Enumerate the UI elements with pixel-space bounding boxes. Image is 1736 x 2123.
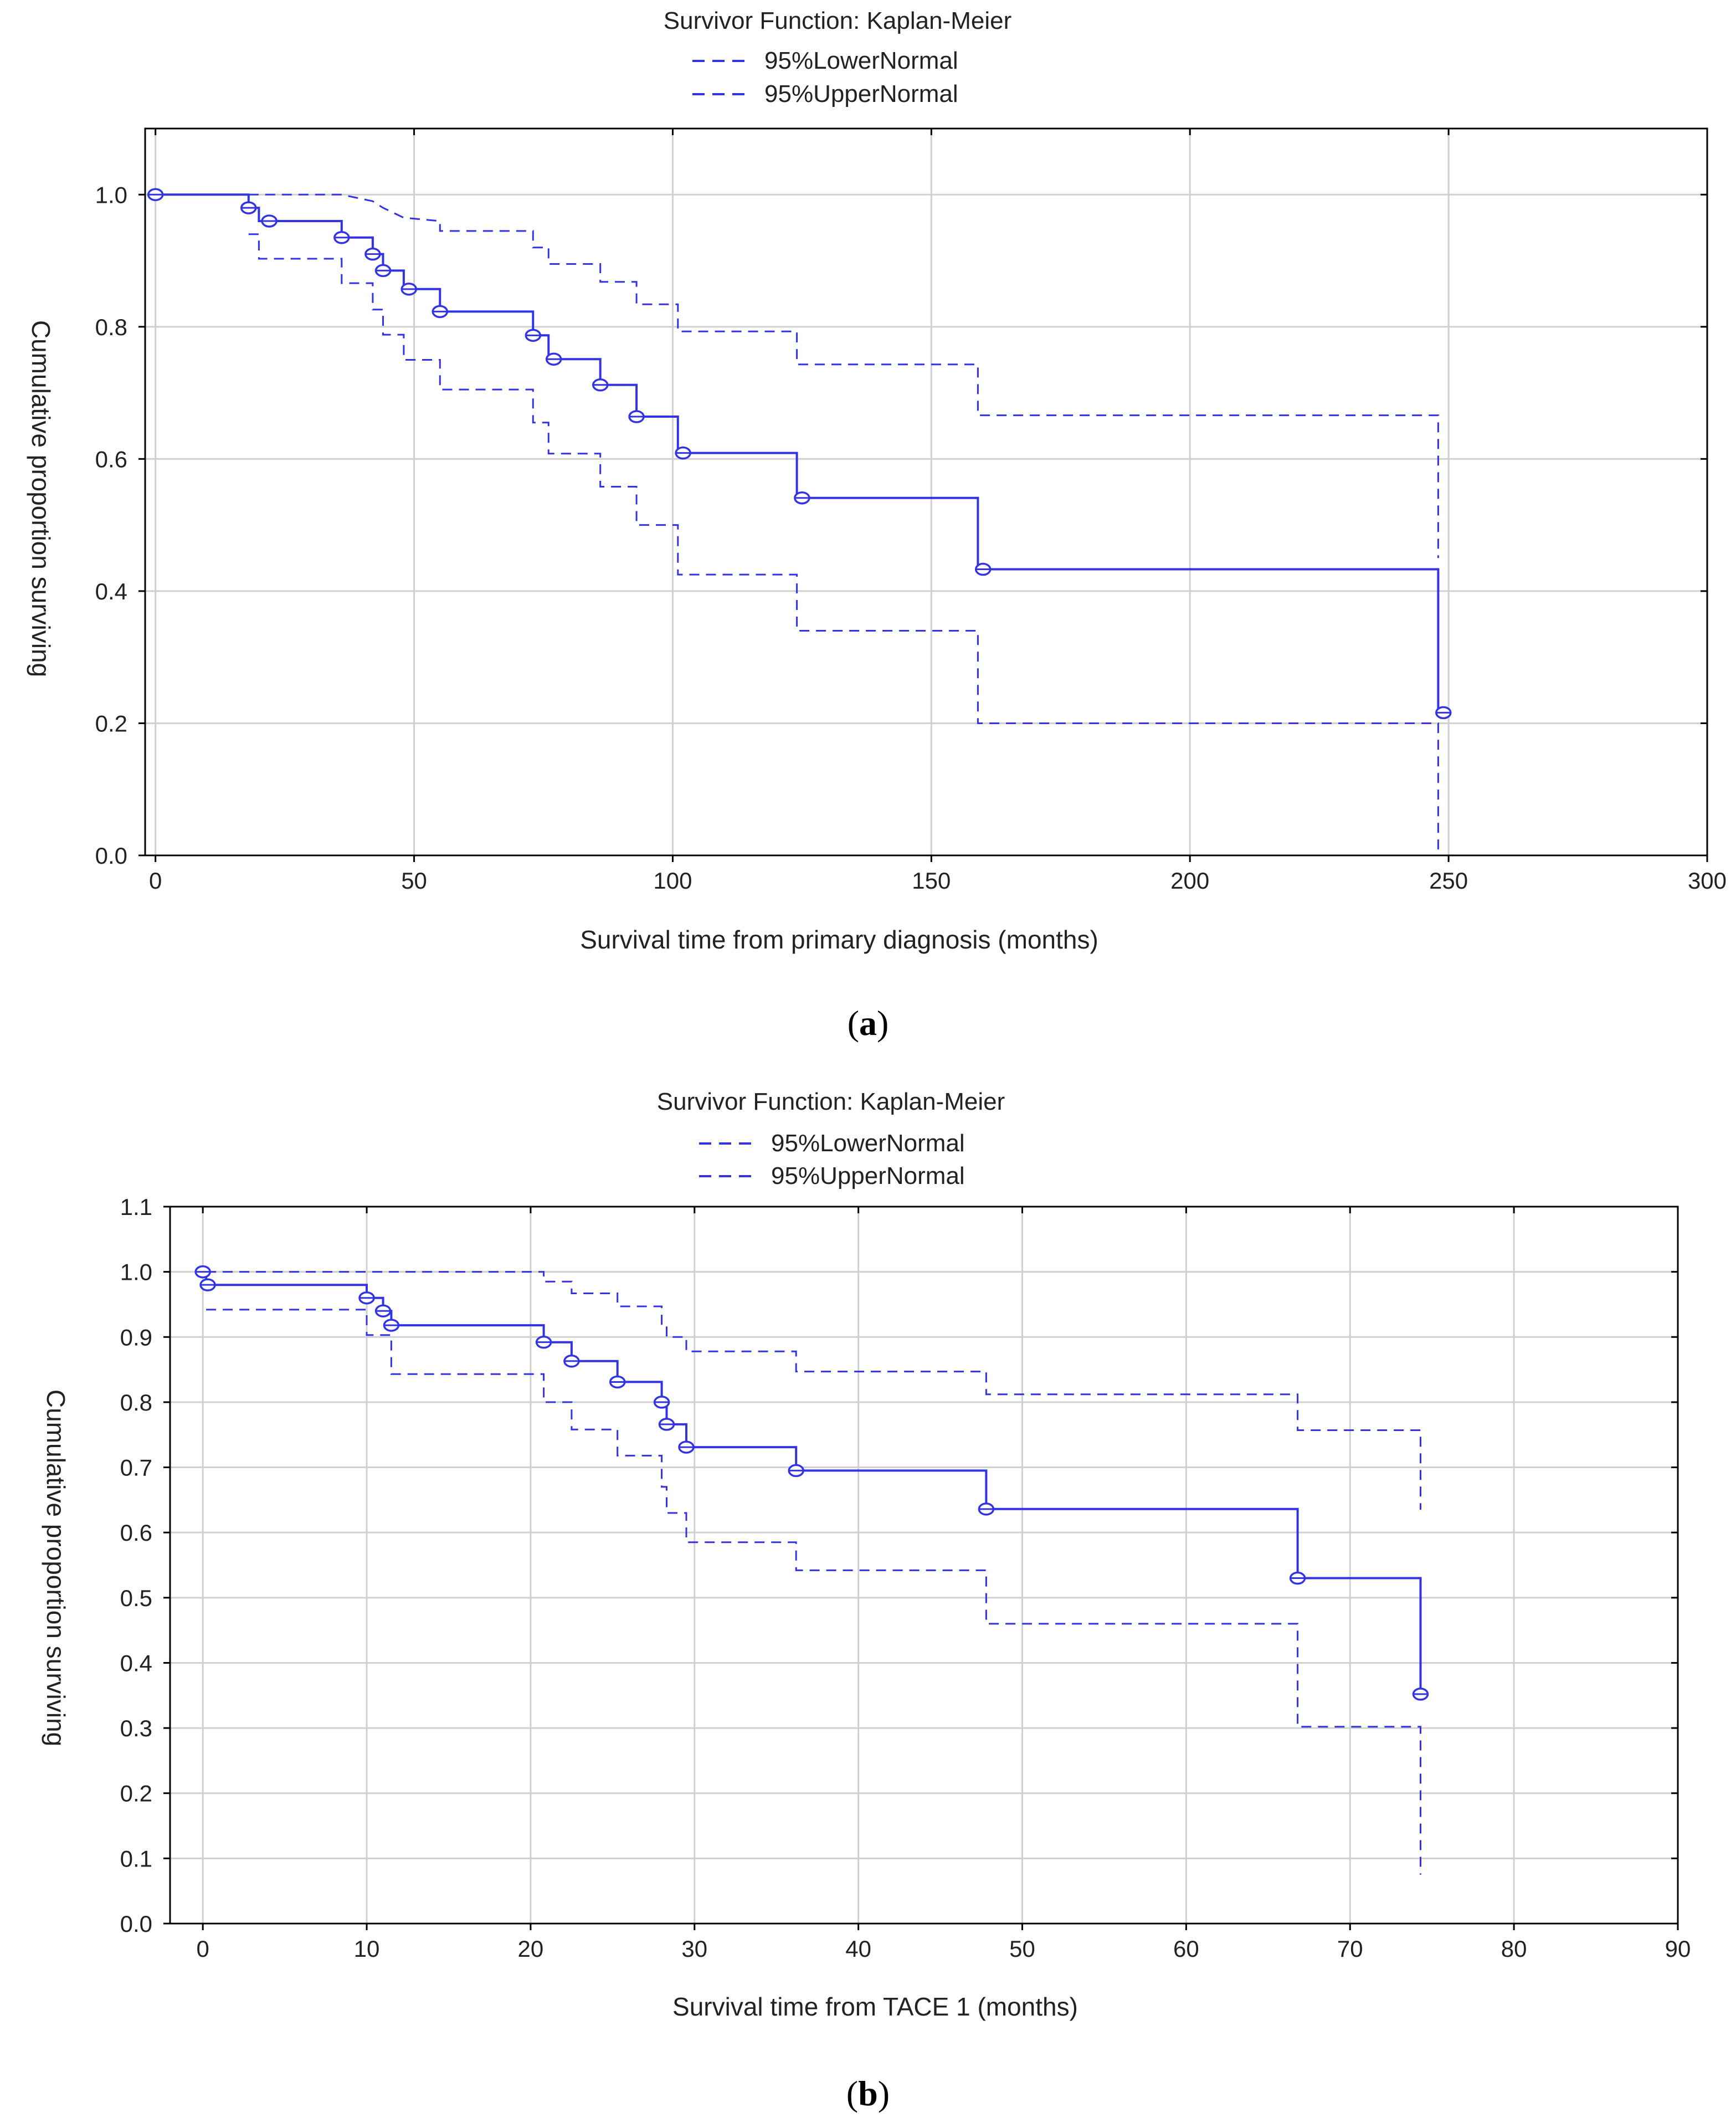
chart-a-plot-frame <box>144 127 1708 857</box>
chart-a-series-survival <box>155 193 1440 713</box>
chart-a-ylabel: Cumulative proportion surviving <box>27 320 55 677</box>
chart-b-censor-mark-3 <box>374 1304 392 1317</box>
chart-b-xtick-label-50: 50 <box>1009 1936 1035 1962</box>
chart-b-censor-mark-11 <box>788 1464 804 1478</box>
chart-b-ytick-label-0.1: 0.1 <box>120 1845 152 1871</box>
chart-a-censor-mark-6 <box>400 283 417 296</box>
chart-a-xtick-label-150: 150 <box>912 868 951 894</box>
chart-a-censor-mark-13 <box>794 491 810 505</box>
chart-b-censor-mark-8 <box>653 1396 670 1409</box>
chart-b-xtick-label-70: 70 <box>1337 1936 1363 1962</box>
chart-b-ytick-label-0.4: 0.4 <box>120 1650 152 1676</box>
chart-b-censor-mark-5 <box>535 1335 552 1349</box>
chart-b-xlabel: Survival time from TACE 1 (months) <box>672 1992 1078 2021</box>
chart-b-xtick-label-30: 30 <box>681 1936 707 1962</box>
chart-b-ytick-label-0.8: 0.8 <box>120 1389 152 1416</box>
chart-b-censor-mark-1 <box>199 1278 216 1291</box>
chart-b-censor-mark-4 <box>383 1319 400 1332</box>
chart-a-censor-mark-11 <box>628 410 645 423</box>
chart-b-ytick-label-0.9: 0.9 <box>120 1324 152 1350</box>
chart-a-censor-mark-10 <box>592 378 609 392</box>
chart-a-censor-mark-7 <box>432 305 449 319</box>
chart-a-censor-mark-5 <box>374 264 392 278</box>
chart-a-ytick-label-0.8: 0.8 <box>95 314 127 340</box>
chart-a-censor-mark-9 <box>545 352 562 366</box>
chart-a-censor-mark-8 <box>525 329 542 342</box>
chart-b-ytick-label-0: 0.0 <box>120 1911 152 1937</box>
chart-b: Survivor Function: Kaplan-Meier 95%Lower… <box>42 1088 1691 2113</box>
chart-a-title: Survivor Function: Kaplan-Meier <box>664 7 1011 34</box>
chart-a: Survivor Function: Kaplan-Meier 95%Lower… <box>27 7 1727 1043</box>
chart-b-xtick-label-0: 0 <box>196 1936 209 1962</box>
chart-b-xtick-label-10: 10 <box>354 1936 380 1962</box>
chart-a-series-95-lowernormal <box>248 233 1439 855</box>
chart-a-ytick-label-0.6: 0.6 <box>95 446 127 472</box>
chart-a-xtick-label-50: 50 <box>401 868 427 894</box>
chart-b-censor-mark-12 <box>978 1502 995 1516</box>
chart-a-xtick-label-0: 0 <box>149 868 162 894</box>
chart-b-series-95-lowernormal <box>206 1309 1421 1875</box>
chart-b-panel-letter: b <box>858 2074 878 2113</box>
chart-b-censor-mark-9 <box>658 1418 675 1431</box>
chart-a-series-95-uppernormal <box>248 193 1439 558</box>
chart-b-xtick-label-40: 40 <box>845 1936 871 1962</box>
chart-b-panel-label: (b) <box>846 2074 890 2113</box>
chart-b-ytick-label-0.2: 0.2 <box>120 1781 152 1807</box>
chart-a-legend-upper-label: 95%UpperNormal <box>764 80 958 107</box>
chart-b-ytick-label-0.5: 0.5 <box>120 1585 152 1611</box>
chart-a-ytick-label-1: 1.0 <box>95 182 127 208</box>
chart-b-legend-upper-label: 95%UpperNormal <box>771 1162 965 1189</box>
chart-b-ylabel: Cumulative proportion surviving <box>42 1389 70 1746</box>
chart-b-censor-mark-0 <box>194 1265 211 1279</box>
chart-a-censor-mark-3 <box>333 231 350 244</box>
chart-b-title: Survivor Function: Kaplan-Meier <box>657 1088 1005 1115</box>
chart-a-legend-lower-label: 95%LowerNormal <box>764 47 958 74</box>
chart-a-legend: 95%LowerNormal 95%UpperNormal <box>692 47 958 107</box>
chart-a-censor-mark-15 <box>1435 706 1452 720</box>
chart-a-panel-letter: a <box>859 1003 877 1043</box>
chart-a-censor-marks <box>147 188 1452 720</box>
chart-a-censor-mark-14 <box>974 562 992 576</box>
chart-b-legend: 95%LowerNormal 95%UpperNormal <box>699 1130 965 1189</box>
chart-b-censor-mark-10 <box>678 1440 695 1454</box>
chart-a-xtick-label-100: 100 <box>653 868 692 894</box>
chart-b-ytick-label-0.7: 0.7 <box>120 1455 152 1481</box>
chart-a-ytick-label-0.2: 0.2 <box>95 710 127 736</box>
chart-a-censor-mark-1 <box>240 201 257 214</box>
chart-a-censor-mark-0 <box>147 188 164 202</box>
chart-b-ytick-label-0.6: 0.6 <box>120 1520 152 1546</box>
chart-b-gridlines <box>170 1206 1679 1925</box>
chart-b-censor-mark-7 <box>609 1375 626 1389</box>
chart-b-xtick-label-90: 90 <box>1665 1936 1691 1962</box>
chart-b-ytick-label-1: 1.0 <box>120 1259 152 1285</box>
chart-a-xlabel: Survival time from primary diagnosis (mo… <box>580 925 1098 954</box>
chart-a-xtick-label-300: 300 <box>1688 868 1727 894</box>
chart-b-legend-lower-label: 95%LowerNormal <box>771 1130 965 1157</box>
chart-b-censor-marks <box>194 1265 1429 1701</box>
chart-b-censor-mark-2 <box>358 1291 375 1305</box>
chart-b-xtick-label-20: 20 <box>518 1936 544 1962</box>
chart-b-censor-mark-6 <box>563 1355 580 1368</box>
chart-a-ytick-label-0: 0.0 <box>95 843 127 869</box>
chart-b-ytick-label-0.3: 0.3 <box>120 1715 152 1741</box>
chart-a-ytick-label-0.4: 0.4 <box>95 578 127 604</box>
chart-b-xtick-label-60: 60 <box>1173 1936 1199 1962</box>
chart-b-censor-mark-14 <box>1412 1688 1429 1701</box>
chart-a-ticks: 0 50 100 150 200 250 300 0.0 0.2 0.4 0.6 0.8 1.0 <box>95 129 1727 894</box>
chart-b-ytick-label-1.1: 1.1 <box>120 1194 152 1220</box>
chart-b-plot-frame <box>169 1206 1679 1925</box>
chart-a-panel-label: (a) <box>848 1003 889 1043</box>
chart-a-xtick-label-200: 200 <box>1170 868 1209 894</box>
chart-b-ticks: 0 10 20 30 40 50 60 70 80 90 0.0 0.1 0.2 0.3 0.4 0.5 0.6… <box>120 1194 1691 1962</box>
chart-a-series <box>155 193 1440 855</box>
chart-a-censor-mark-4 <box>364 247 381 261</box>
chart-a-censor-mark-12 <box>675 446 691 460</box>
chart-a-censor-mark-2 <box>261 214 278 228</box>
chart-a-xtick-label-250: 250 <box>1429 868 1468 894</box>
chart-b-censor-mark-13 <box>1289 1571 1306 1585</box>
chart-b-xtick-label-80: 80 <box>1501 1936 1527 1962</box>
